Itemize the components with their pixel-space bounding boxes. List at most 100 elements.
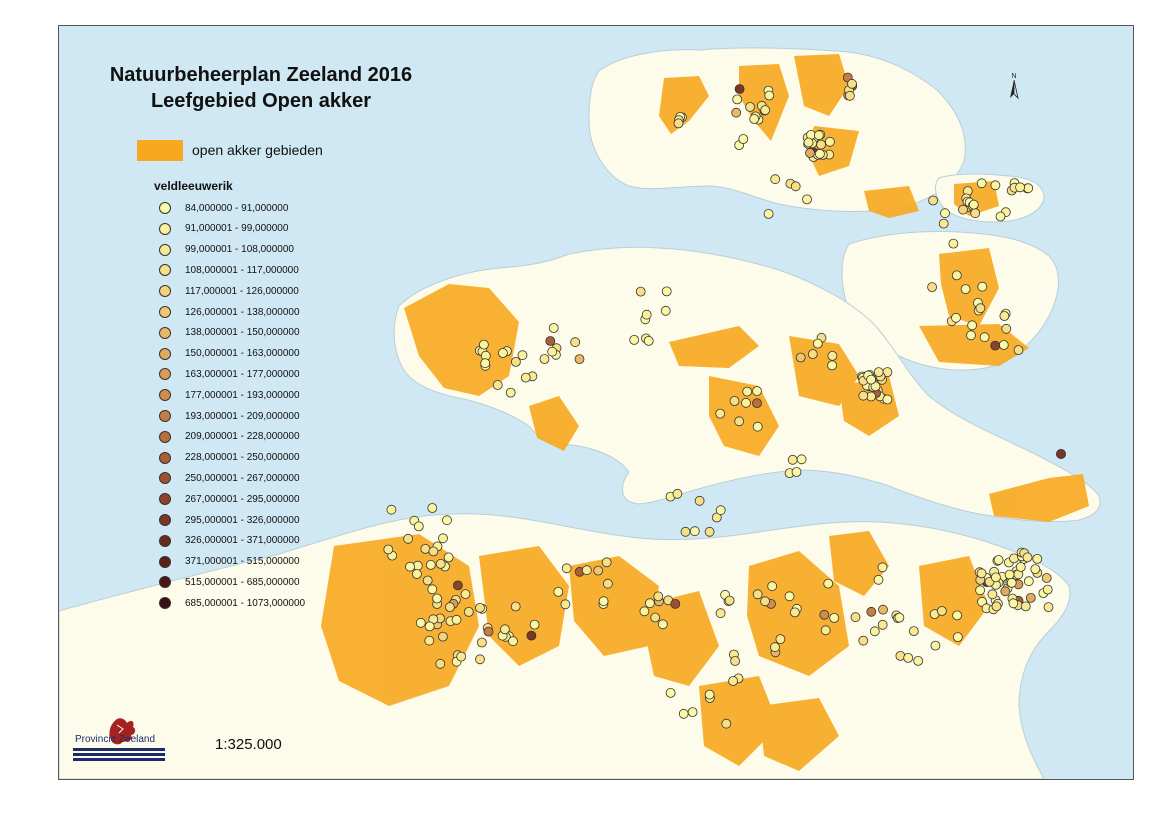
- area-south-8: [699, 676, 779, 766]
- observation-point: [529, 619, 540, 630]
- observation-point: [499, 624, 510, 635]
- observation-point: [547, 346, 558, 357]
- observation-point: [975, 585, 985, 596]
- observation-point: [802, 194, 812, 205]
- observation-point: [1015, 182, 1025, 193]
- north-arrow-icon: N: [1010, 73, 1019, 100]
- observation-point: [812, 338, 823, 349]
- observation-point: [970, 208, 981, 219]
- observation-point: [732, 94, 743, 105]
- observation-point: [1043, 602, 1054, 612]
- legend-class-row: 126,000001 - 138,000000: [159, 303, 300, 321]
- legend-class-dot: [159, 597, 171, 610]
- observation-point: [858, 390, 869, 401]
- legend-class-label: 267,000001 - 295,000000: [185, 493, 300, 505]
- observation-point: [670, 599, 681, 609]
- legend-class-row: 91,000001 - 99,000000: [159, 220, 288, 238]
- observation-point: [790, 181, 801, 192]
- observation-point: [639, 606, 650, 617]
- observation-point: [405, 561, 415, 572]
- legend-class-dot: [159, 493, 171, 506]
- map-canvas[interactable]: [59, 26, 1133, 779]
- observation-point: [764, 90, 775, 101]
- legend-class-row: 193,000001 - 209,000000: [159, 407, 300, 425]
- observation-point: [1013, 345, 1024, 356]
- map-title: Natuurbeheerplan Zeeland 2016: [109, 64, 413, 86]
- observation-point: [443, 552, 454, 563]
- legend-class-row: 150,000001 - 163,000000: [159, 345, 300, 363]
- legend-class-row: 326,000001 - 371,000000: [159, 532, 300, 550]
- observation-point: [1008, 598, 1019, 609]
- observation-point: [598, 596, 609, 607]
- observation-point: [561, 563, 572, 574]
- observation-point: [752, 421, 763, 432]
- observation-point: [938, 218, 949, 229]
- observation-point: [437, 631, 448, 642]
- observation-point: [823, 578, 834, 589]
- observation-point: [976, 568, 987, 579]
- observation-point: [1025, 593, 1036, 603]
- observation-point: [456, 651, 467, 662]
- observation-point: [1004, 569, 1015, 580]
- observation-point: [1032, 554, 1043, 564]
- legend-class-row: 138,000001 - 150,000000: [159, 324, 300, 342]
- observation-point: [476, 637, 487, 648]
- observation-point: [601, 557, 612, 568]
- observation-point: [878, 604, 888, 615]
- observation-point: [715, 608, 726, 619]
- observation-point: [539, 354, 550, 364]
- area-south-3: [569, 556, 659, 656]
- observation-point: [510, 601, 521, 612]
- legend-class-row: 295,000001 - 326,000000: [159, 511, 300, 529]
- observation-point: [819, 609, 830, 620]
- observation-point: [952, 610, 962, 621]
- observation-point: [383, 544, 394, 555]
- observation-point: [560, 599, 571, 610]
- observation-point: [603, 578, 613, 589]
- observation-point: [990, 340, 1001, 351]
- area-ne-2: [919, 324, 1029, 366]
- observation-point: [1000, 586, 1011, 597]
- legend-class-row: 117,000001 - 126,000000: [159, 282, 299, 300]
- legend-class-dot: [159, 451, 171, 464]
- legend-class-label: 99,000001 - 108,000000: [185, 244, 294, 256]
- legend-area-swatch: [137, 140, 183, 161]
- area-mid-5: [839, 376, 899, 436]
- observation-point: [998, 340, 1009, 350]
- legend-class-label: 126,000001 - 138,000000: [185, 306, 300, 318]
- observation-point: [704, 526, 715, 537]
- observation-point: [787, 454, 798, 465]
- legend-class-row: 99,000001 - 108,000000: [159, 241, 294, 259]
- area-walcheren: [404, 284, 519, 396]
- observation-point: [908, 626, 919, 636]
- observation-point: [790, 607, 800, 618]
- observation-point: [951, 270, 962, 281]
- observation-point: [731, 107, 742, 118]
- observation-point: [894, 612, 905, 623]
- observation-point: [643, 335, 654, 346]
- observation-point: [415, 617, 426, 628]
- legend-class-dot: [159, 285, 171, 298]
- observation-point: [760, 105, 771, 115]
- observation-point: [480, 358, 491, 369]
- observation-point: [629, 334, 640, 345]
- observation-point: [749, 114, 760, 124]
- observation-point: [427, 584, 438, 595]
- map-frame: Natuurbeheerplan Zeeland 2016 Leefgebied…: [58, 25, 1134, 780]
- legend-class-row: 84,000000 - 91,000000: [159, 199, 288, 217]
- observation-point: [763, 208, 774, 219]
- observation-point: [825, 136, 835, 147]
- observation-point: [940, 208, 950, 219]
- area-north-5: [864, 186, 919, 218]
- observation-point: [1023, 576, 1034, 587]
- observation-point: [678, 708, 689, 719]
- observation-point: [645, 598, 655, 609]
- observation-point: [497, 348, 508, 358]
- observation-point: [791, 467, 802, 477]
- observation-point: [635, 286, 646, 297]
- provincie-zeeland-logo: [109, 718, 136, 745]
- area-mid-1: [529, 396, 579, 451]
- observation-point: [1041, 573, 1052, 583]
- observation-point: [660, 305, 671, 316]
- legend-class-label: 295,000001 - 326,000000: [185, 514, 300, 526]
